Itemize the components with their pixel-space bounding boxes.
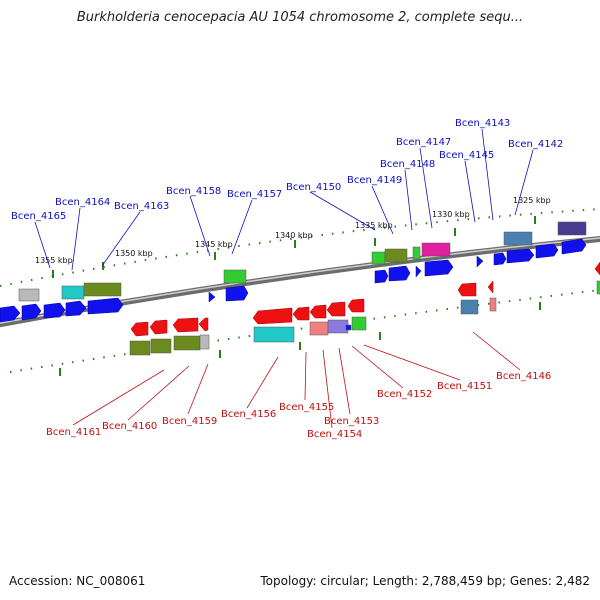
tick-label: 1340 kbp — [275, 231, 313, 240]
reverse-genes — [129, 280, 600, 356]
reverse-cds — [130, 261, 600, 337]
gene-label[interactable]: Bcen_4151 — [437, 381, 492, 392]
gene-label[interactable]: Bcen_4150 — [286, 182, 341, 193]
gene-label[interactable]: Bcen_4161 — [46, 427, 101, 438]
gene-label[interactable]: Bcen_4153 — [324, 416, 379, 427]
tick-track-outer — [0, 208, 600, 287]
major-ticks — [52, 216, 541, 376]
tick-label: 1325 kbp — [513, 196, 551, 205]
gene-label[interactable]: Bcen_4148 — [380, 159, 435, 170]
tick-label: 1330 kbp — [432, 210, 470, 219]
tick-label: 1345 kbp — [195, 240, 233, 249]
gene-label[interactable]: Bcen_4143 — [455, 118, 510, 129]
gene-label[interactable]: Bcen_4147 — [396, 137, 451, 148]
gene-label[interactable]: Bcen_4164 — [55, 197, 110, 208]
gene-label[interactable]: Bcen_4159 — [162, 416, 217, 427]
tick-label: 1350 kbp — [115, 249, 153, 258]
gene-label[interactable]: Bcen_4158 — [166, 186, 221, 197]
forward-cds — [0, 238, 587, 323]
gene-label[interactable]: Bcen_4160 — [102, 421, 157, 432]
gene-label[interactable]: Bcen_4155 — [279, 402, 334, 413]
gene-label[interactable]: Bcen_4156 — [221, 409, 276, 420]
tick-label: 1335 kbp — [355, 221, 393, 230]
tick-label: 1355 kbp — [35, 256, 73, 265]
forward-genes — [18, 221, 587, 302]
gene-label[interactable]: Bcen_4142 — [508, 139, 563, 150]
gene-label[interactable]: Bcen_4146 — [496, 371, 551, 382]
gene-label[interactable]: Bcen_4149 — [347, 175, 402, 186]
map-title: Burkholderia cenocepacia AU 1054 chromos… — [76, 10, 524, 25]
gene-label[interactable]: Bcen_4154 — [307, 429, 362, 440]
accession-text: Accession: NC_008061 — [9, 574, 146, 588]
reverse-leaders — [72, 331, 521, 429]
gene-label[interactable]: Bcen_4165 — [11, 211, 66, 222]
gene-label[interactable]: Bcen_4145 — [439, 150, 494, 161]
gene-label[interactable]: Bcen_4152 — [377, 389, 432, 400]
gene-label[interactable]: Bcen_4157 — [227, 189, 282, 200]
summary-text: Topology: circular; Length: 2,788,459 bp… — [260, 574, 590, 588]
gene-label[interactable]: Bcen_4163 — [114, 201, 169, 212]
forward-leaders — [34, 128, 534, 271]
